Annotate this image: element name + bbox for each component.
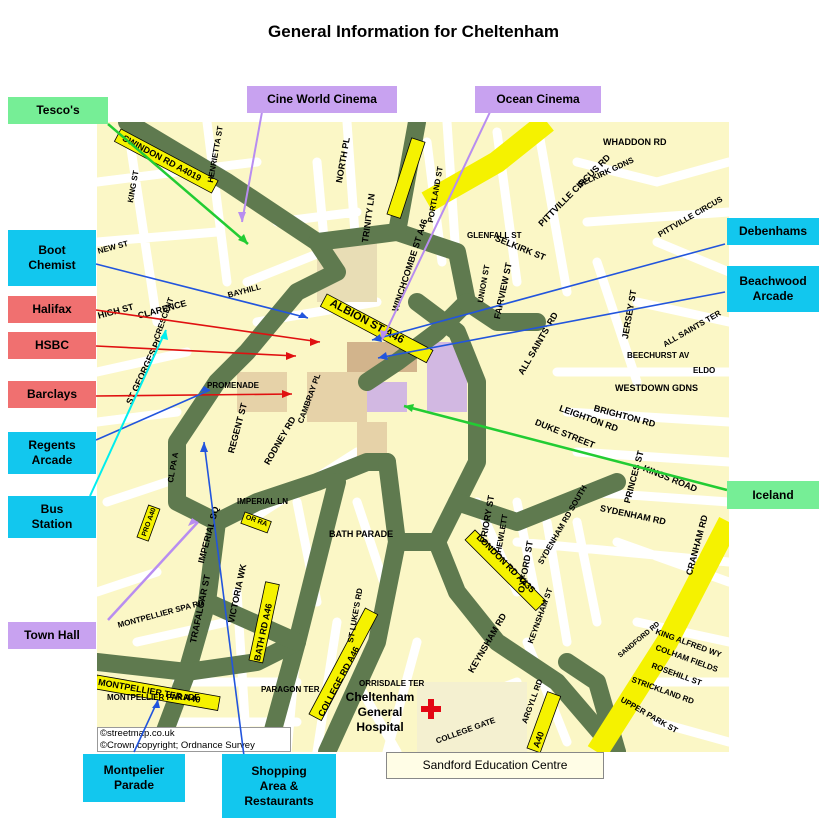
map-label-orrisdale-ter: ORRISDALE TER	[359, 679, 425, 688]
callout-barclays[interactable]: Barclays	[8, 381, 96, 408]
map-label-promenade: PROMENADE	[207, 381, 260, 390]
callout-beachwood-arcade[interactable]: Beachwood Arcade	[727, 266, 819, 312]
map-label-bath-parade: BATH PARADE	[329, 529, 394, 539]
map-roads	[97, 122, 729, 752]
map-label-whaddon-rd: WHADDON RD	[603, 137, 667, 147]
map-label-eldorado: ELDO	[693, 366, 716, 375]
page-title: General Information for Cheltenham	[268, 22, 559, 41]
map-label-paragon-ter: PARAGON TER	[261, 685, 320, 694]
callout-hsbc[interactable]: HSBC	[8, 332, 96, 359]
street-map[interactable]: SWINDON RD A4019 ALBION ST A46 WINCHCOMB…	[97, 122, 729, 752]
copyright-line-1: ©streetmap.co.uk	[100, 728, 175, 739]
hospital-cross-icon	[421, 699, 441, 719]
copyright-line-2: ©Crown copyright; Ordnance Survey	[100, 740, 255, 751]
callout-montpelier-parade[interactable]: Montpelier Parade	[83, 754, 185, 802]
education-centre-label: Sandford Education Centre	[386, 752, 604, 779]
callout-bus-station[interactable]: Bus Station	[8, 496, 96, 538]
callout-halifax[interactable]: Halifax	[8, 296, 96, 323]
callout-debenhams[interactable]: Debenhams	[727, 218, 819, 245]
map-label-imperial-ln: IMPERIAL LN	[237, 497, 288, 506]
callout-iceland[interactable]: Iceland	[727, 481, 819, 509]
map-copyright: ©streetmap.co.uk ©Crown copyright; Ordna…	[97, 727, 291, 752]
callout-town-hall[interactable]: Town Hall	[8, 622, 96, 649]
callout-regents-arcade[interactable]: Regents Arcade	[8, 432, 96, 474]
hospital-label: Cheltenham General Hospital	[345, 690, 415, 734]
map-label-glenfall-st: GLENFALL ST	[467, 231, 522, 240]
callout-tesco[interactable]: Tesco's	[8, 97, 108, 124]
callout-cine-world-cinema[interactable]: Cine World Cinema	[247, 86, 397, 113]
map-label-beechurst-av: BEECHURST AV	[627, 351, 690, 360]
map-label-westdown-gdns: WESTDOWN GDNS	[615, 383, 698, 393]
callout-boot-chemist[interactable]: Boot Chemist	[8, 230, 96, 286]
callout-ocean-cinema[interactable]: Ocean Cinema	[475, 86, 601, 113]
callout-shopping-area[interactable]: Shopping Area & Restaurants	[222, 754, 336, 818]
map-label-montpellier-parade: MONTPELLIER PARADE	[107, 693, 200, 702]
